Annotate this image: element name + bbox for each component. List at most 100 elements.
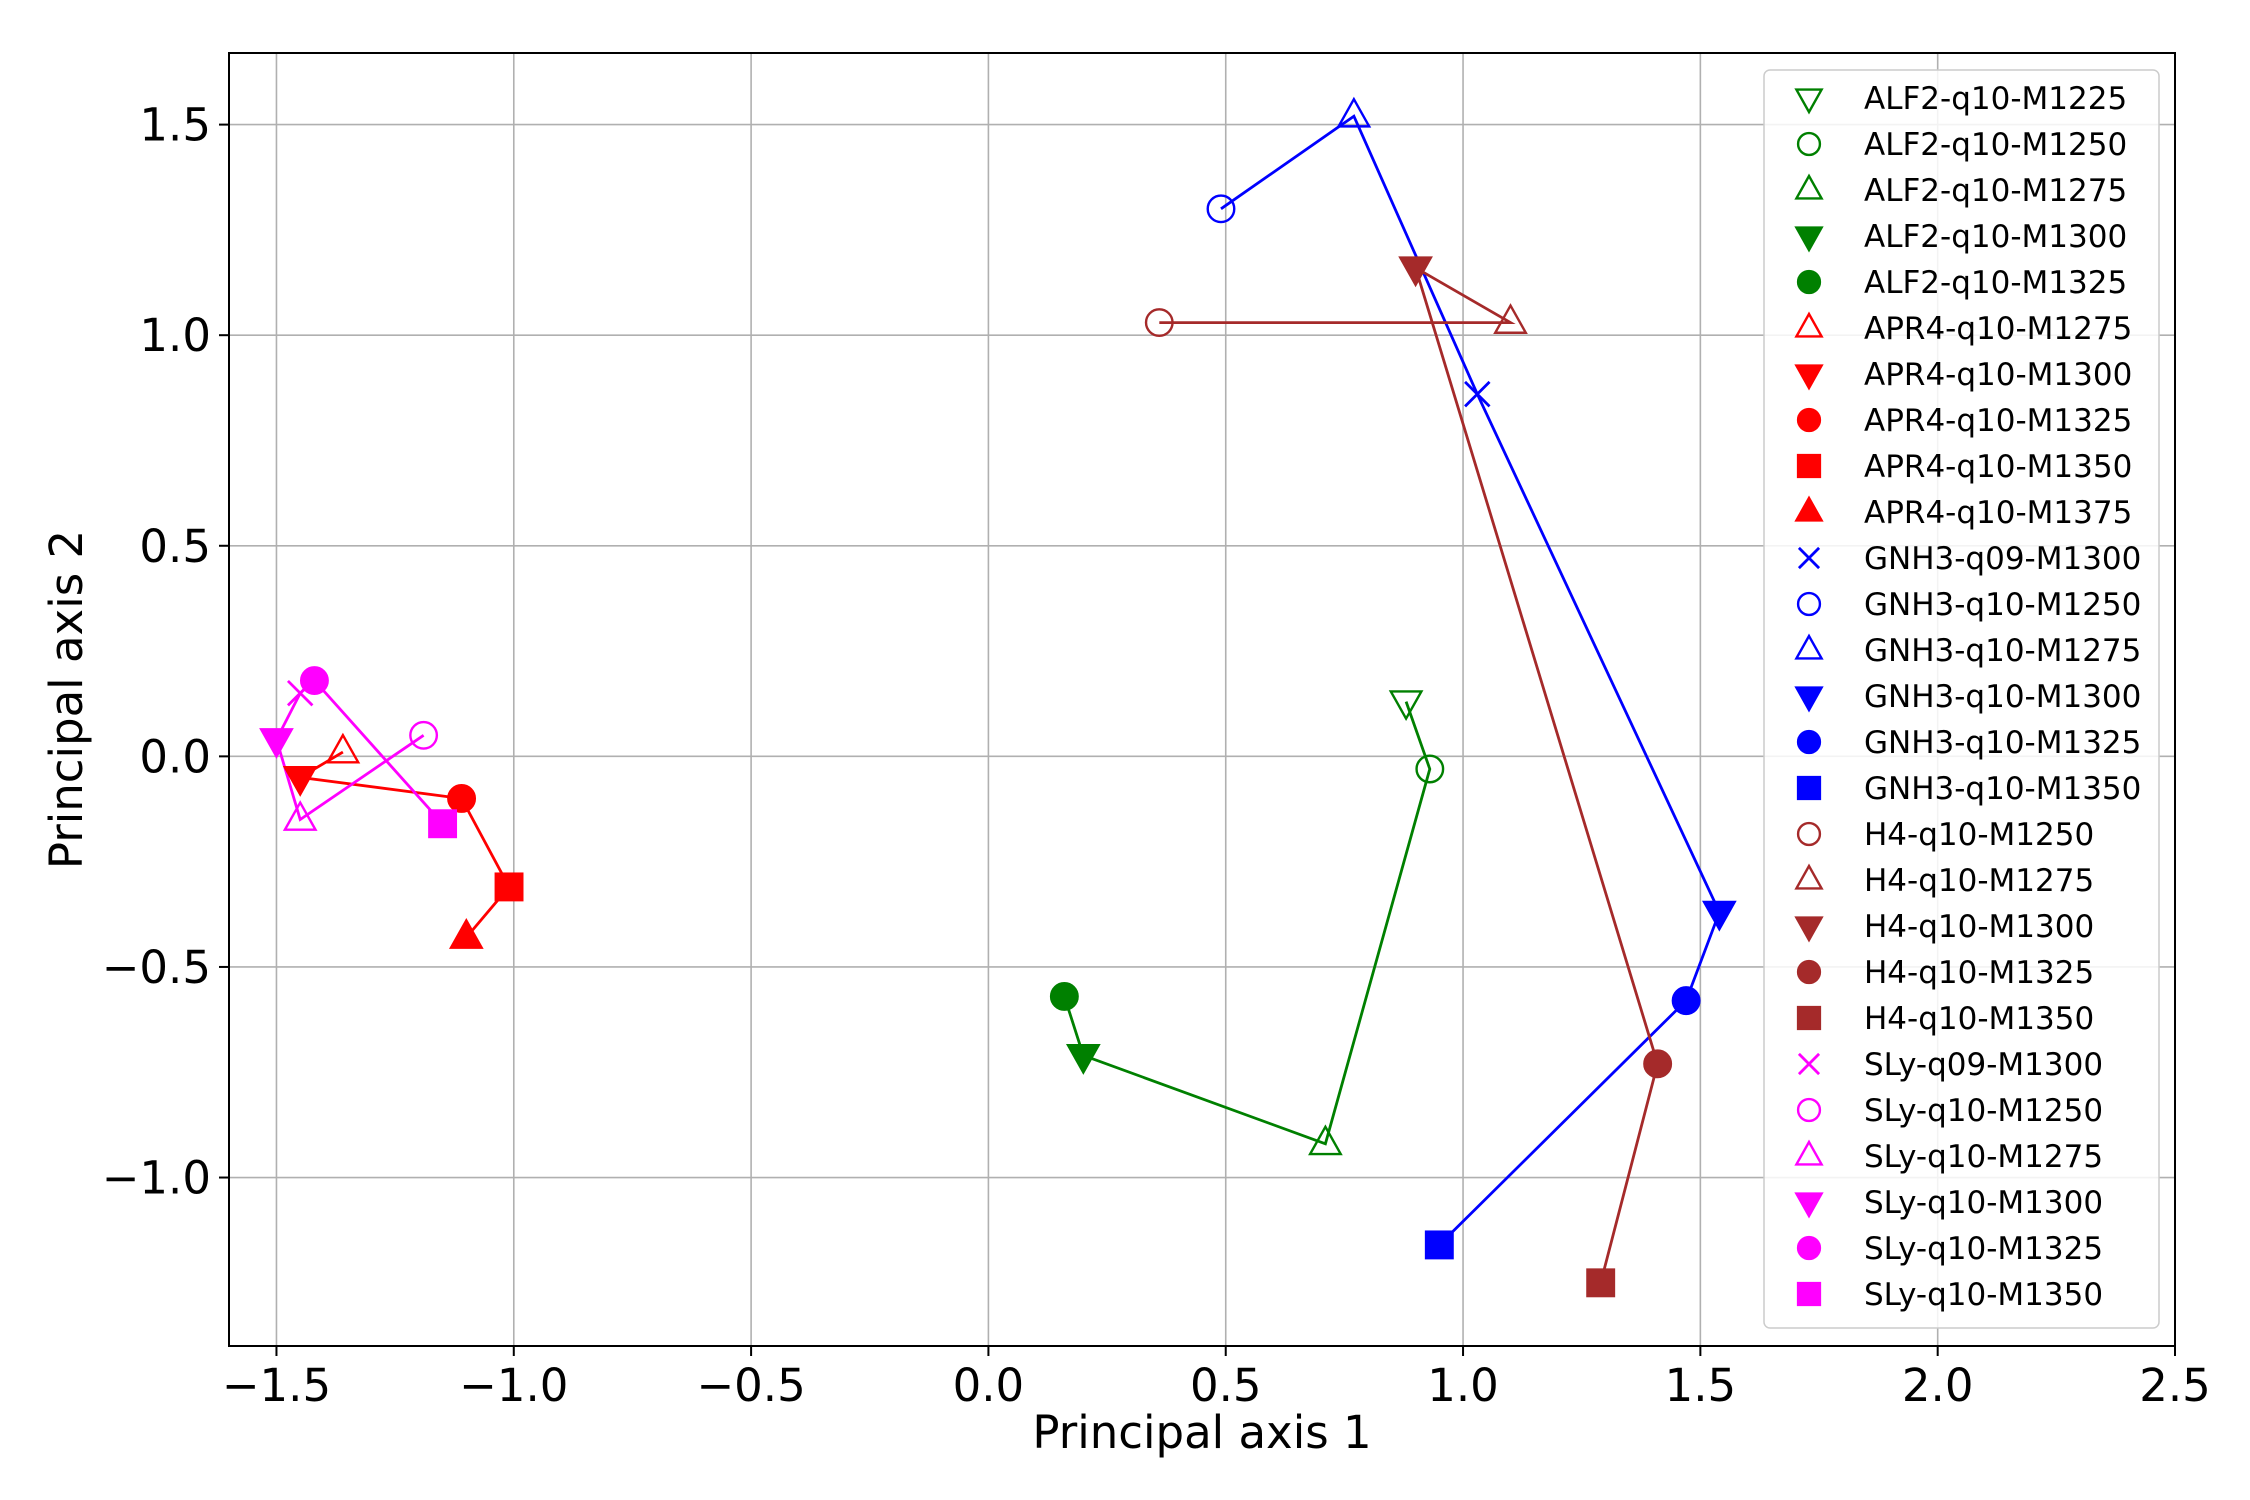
data-point [1144, 308, 1174, 338]
legend-marker [1794, 633, 1824, 660]
legend-marker [1794, 863, 1824, 890]
data-point [1336, 96, 1372, 128]
legend-label: H4-q10-M1350 [1864, 1001, 2094, 1037]
data-point [1206, 194, 1236, 224]
data-point [1586, 1268, 1616, 1298]
data-point [1308, 1124, 1343, 1156]
legend-label: ALF2-q10-M1225 [1864, 81, 2127, 117]
data-point [299, 666, 329, 696]
x-axis-label: Principal axis 1 [1032, 1406, 1371, 1459]
series-line [1159, 264, 1660, 1284]
legend-marker [1796, 775, 1822, 801]
legend-label: GNH3-q10-M1250 [1864, 587, 2141, 623]
legend-label: SLy-q10-M1275 [1864, 1139, 2103, 1175]
data-point [1388, 690, 1424, 722]
x-tick-label: 0.0 [953, 1359, 1025, 1412]
legend-label: APR4-q10-M1275 [1864, 311, 2132, 347]
data-point [282, 800, 318, 831]
x-tick-label: −0.5 [696, 1359, 805, 1412]
data-point [447, 784, 477, 813]
legend-box [1763, 69, 2160, 1329]
x-tick-label: 2.5 [2139, 1359, 2211, 1412]
legend-marker [1797, 1052, 1821, 1076]
legend-label: H4-q10-M1325 [1864, 955, 2094, 991]
y-tick-label: 1.5 [139, 99, 211, 152]
data-point [1415, 754, 1445, 784]
y-tick-label: 0.5 [139, 520, 211, 573]
legend-label: H4-q10-M1250 [1864, 817, 2094, 853]
y-tick-label: 1.0 [139, 309, 211, 362]
data-point [1398, 256, 1433, 288]
legend-marker [1796, 453, 1822, 479]
y-tick-label: −0.5 [102, 941, 211, 994]
legend-marker [1794, 1139, 1824, 1166]
legend-marker [1796, 131, 1822, 157]
legend-marker [1794, 311, 1824, 338]
legend-label: GNH3-q10-M1275 [1864, 633, 2141, 669]
x-tick-label: 0.5 [1190, 1359, 1262, 1412]
legend-marker [1796, 821, 1822, 847]
legend-label: SLy-q10-M1350 [1864, 1277, 2103, 1313]
legend-label: GNH3-q09-M1300 [1864, 541, 2141, 577]
legend-marker [1794, 226, 1824, 253]
data-point [282, 766, 318, 797]
y-tick-label: −1.0 [102, 1152, 211, 1205]
legend-label: ALF2-q10-M1300 [1864, 219, 2127, 255]
series-line [1063, 701, 1432, 1146]
data-point [428, 809, 458, 839]
legend-label: SLy-q10-M1300 [1864, 1185, 2103, 1221]
legend-label: ALF2-q10-M1325 [1864, 265, 2127, 301]
legend-label: GNH3-q10-M1325 [1864, 725, 2141, 761]
legend-marker [1796, 1281, 1822, 1307]
data-point [1049, 981, 1079, 1011]
legend-marker [1796, 729, 1822, 755]
legend-marker [1794, 916, 1824, 943]
legend-marker [1794, 686, 1824, 713]
x-tick-label: 1.5 [1665, 1359, 1737, 1412]
legend-marker [1797, 546, 1821, 570]
legend-marker [1796, 1097, 1822, 1123]
legend-label: APR4-q10-M1350 [1864, 449, 2132, 485]
legend-marker [1794, 88, 1824, 115]
legend-label: SLy-q09-M1300 [1864, 1047, 2103, 1083]
legend-label: APR4-q10-M1300 [1864, 357, 2132, 393]
data-point [1424, 1230, 1454, 1260]
legend-label: ALF2-q10-M1275 [1864, 173, 2127, 209]
legend-marker [1796, 269, 1822, 295]
legend-label: GNH3-q10-M1350 [1864, 771, 2141, 807]
legend-marker [1796, 1005, 1822, 1031]
legend-label: SLy-q10-M1250 [1864, 1093, 2103, 1129]
data-point [1464, 380, 1491, 408]
plot-area [228, 52, 2176, 1347]
x-tick-label: 2.0 [1902, 1359, 1974, 1412]
data-point [1701, 900, 1737, 932]
data-point [325, 732, 361, 764]
data-points [259, 96, 1737, 1298]
legend-label: APR4-q10-M1325 [1864, 403, 2132, 439]
legend-marker [1794, 364, 1824, 391]
series-line [1220, 114, 1721, 1246]
legend-marker [1796, 959, 1822, 985]
data-point [259, 728, 294, 759]
data-point [448, 918, 484, 949]
legend-label: H4-q10-M1300 [1864, 909, 2094, 945]
data-point [1065, 1043, 1101, 1075]
series-lines [274, 114, 1721, 1284]
data-point [409, 720, 439, 750]
legend-marker [1794, 173, 1824, 200]
x-tick-label: −1.5 [222, 1359, 331, 1412]
legend-label: GNH3-q10-M1300 [1864, 679, 2141, 715]
legend-marker [1796, 407, 1822, 433]
legend-marker [1794, 495, 1824, 522]
legend-label: ALF2-q10-M1250 [1864, 127, 2127, 163]
legend: ALF2-q10-M1225 ALF2-q10-M1250 ALF2-q10-M12… [1763, 69, 2160, 1329]
data-point [1671, 986, 1701, 1016]
legend-label: SLy-q10-M1325 [1864, 1231, 2103, 1267]
legend-marker [1794, 1192, 1824, 1219]
legend-label: H4-q10-M1275 [1864, 863, 2094, 899]
y-axis-label: Principal axis 2 [40, 530, 93, 869]
x-tick-label: 1.0 [1427, 1359, 1499, 1412]
data-point [1643, 1049, 1673, 1079]
legend-label: APR4-q10-M1375 [1864, 495, 2132, 531]
data-point [1493, 303, 1528, 334]
